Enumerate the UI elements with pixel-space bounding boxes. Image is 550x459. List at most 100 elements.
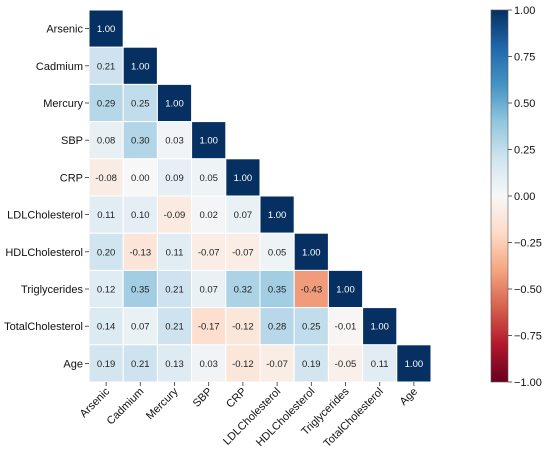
heatmap-cells [88,9,432,383]
heatmap-cell [88,307,124,346]
cell-value-label: 0.07 [234,210,253,221]
heatmap-cell [362,307,398,346]
heatmap-cell [191,344,227,383]
cell-value-label: -0.17 [198,322,220,333]
cell-value-label: 0.03 [165,136,184,147]
heatmap-cell [156,195,193,234]
heatmap-cell [259,232,295,271]
x-tick-label: TotalCholesterol [322,386,386,450]
cell-value-label: 0.21 [165,322,184,333]
cell-value-label: 0.00 [131,173,150,184]
cell-value-label: 0.10 [131,210,150,221]
heatmap-cell [362,344,398,383]
cell-value-label: 0.13 [165,359,184,370]
x-tick-label: HDLCholesterol [254,386,317,449]
colorbar-tick-label: 0.00 [514,191,535,203]
cell-value-label: -0.05 [335,359,357,370]
x-tick-label: SBP [191,386,215,410]
cell-value-label: -0.12 [232,359,254,370]
colorbar-tick-label: 0.75 [514,52,535,64]
y-tick-label: TotalCholesterol [4,321,83,333]
cell-value-label: 1.00 [302,247,321,258]
cell-value-label: 0.07 [131,322,150,333]
heatmap-cell [122,195,158,234]
y-axis: Arsenic Cadmium Mercury SBP CRP LDLCholestero… [4,24,89,370]
cell-value-label: 0.11 [97,210,115,221]
cell-value-label: -0.01 [335,322,357,333]
y-tick-label: Age [63,358,83,370]
cell-value-label: -0.12 [232,322,254,333]
cell-value-label: 1.00 [131,61,150,72]
cell-value-label: 1.00 [370,322,389,333]
cell-value-label: -0.13 [129,247,151,258]
heatmap-cell [122,158,158,197]
cell-value-label: 0.11 [371,359,389,370]
colorbar-tick-label: −0.75 [514,331,542,343]
heatmap-cell [122,121,158,160]
y-tick-label: Triglycerides [21,284,83,296]
heatmap-cell [259,344,295,383]
heatmap-cell [191,121,227,160]
cell-value-label: 0.21 [97,61,116,72]
cell-value-label: 0.35 [131,285,150,296]
cell-value-label: 0.29 [97,99,116,110]
cell-value-labels: 1.00 0.21 1.00 0.29 0.25 1.00 0.08 0.30 0.03 1.00… [95,24,423,370]
colorbar-tick-label: −1.00 [514,377,542,389]
cell-value-label: 0.25 [131,99,150,110]
cell-value-label: 0.21 [131,359,150,370]
cell-value-label: 1.00 [165,99,184,110]
heatmap-cell [122,344,158,383]
heatmap-cell [327,344,364,383]
heatmap-cell [156,344,193,383]
cell-value-label: -0.07 [266,359,288,370]
y-tick-label: Mercury [43,98,83,110]
cell-value-label: 0.20 [97,247,116,258]
heatmap-cell [225,344,261,383]
cell-value-label: 0.35 [268,285,287,296]
cell-value-label: 0.02 [199,210,218,221]
cell-value-label: 1.00 [234,173,253,184]
y-tick-label: HDLCholesterol [5,247,83,259]
cell-value-label: -0.43 [300,285,322,296]
cell-value-label: 0.28 [268,322,287,333]
heatmap-cell [88,269,124,309]
x-tick-label: CRP [224,386,249,411]
heatmap-cell [156,83,193,123]
heatmap-cell [259,195,295,234]
heatmap-cell [191,158,227,197]
cell-value-label: 0.19 [97,359,116,370]
heatmap-cell [225,195,261,234]
cell-value-label: 0.12 [97,285,116,296]
cell-value-label: 0.05 [268,247,287,258]
cell-value-label: 0.05 [199,173,218,184]
cell-value-label: 0.30 [131,136,150,147]
cell-value-label: 0.25 [302,322,321,333]
cell-value-label: 0.07 [199,285,218,296]
cell-value-label: 1.00 [336,285,355,296]
colorbar-tick-label: 1.00 [514,5,535,17]
heatmap-cell [122,232,158,271]
heatmap-cell [88,232,124,271]
y-tick-label: Cadmium [36,61,83,73]
cell-value-label: 0.21 [165,285,184,296]
y-tick-label: LDLCholesterol [7,210,83,222]
x-tick-label: Age [398,386,420,408]
cell-value-label: 0.08 [97,136,116,147]
y-tick-label: CRP [60,172,83,184]
cell-value-label: -0.07 [198,247,220,258]
cell-value-label: 0.19 [302,359,321,370]
cell-value-label: 0.03 [199,359,218,370]
colorbar-tick-label: −0.50 [514,284,542,296]
heatmap-cell [259,307,295,346]
cell-value-label: 1.00 [268,210,287,221]
cell-value-label: 1.00 [97,24,116,35]
heatmap-cell [327,269,364,309]
cell-value-label: 1.00 [405,359,424,370]
heatmap-cell [156,269,193,309]
cell-value-label: 0.11 [166,247,184,258]
heatmap-cell [88,344,124,383]
heatmap-cell [191,195,227,234]
y-tick-label: SBP [61,135,83,147]
